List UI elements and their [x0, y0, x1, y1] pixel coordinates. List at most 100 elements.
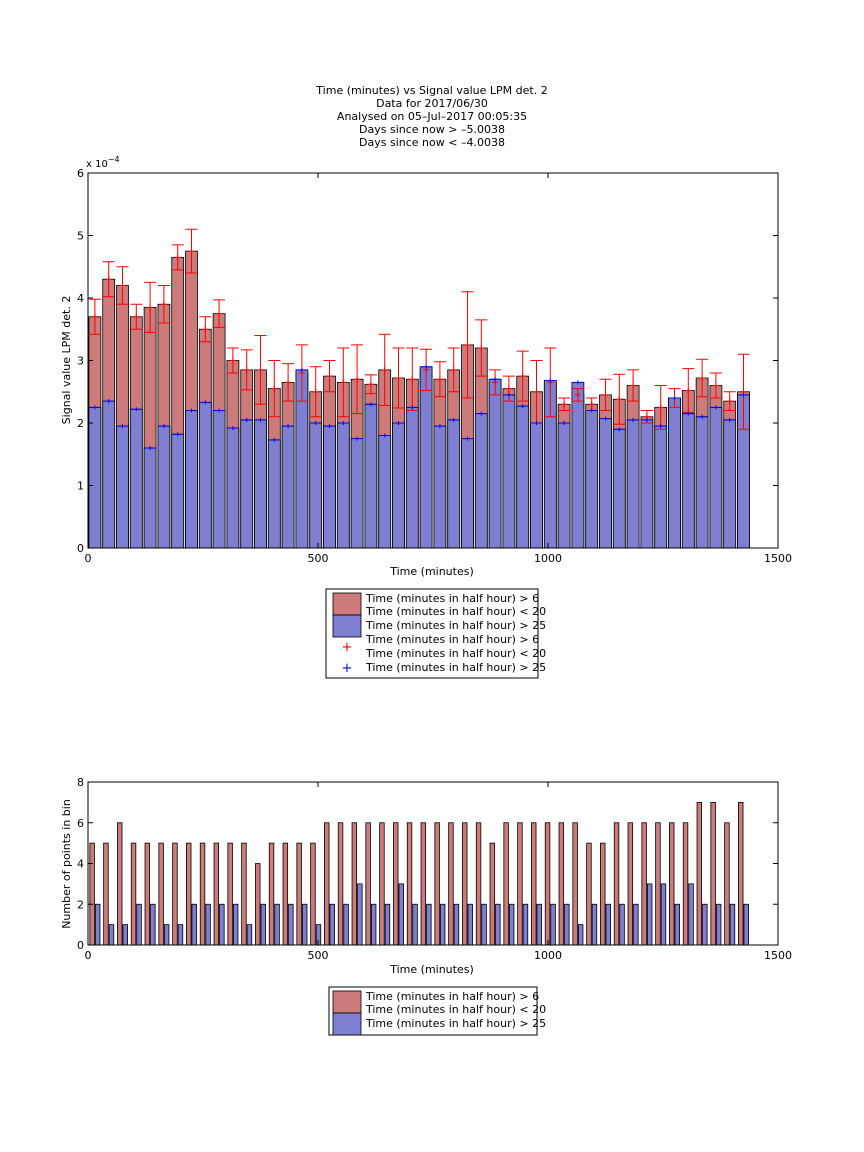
legend-swatch-blue-bar — [332, 614, 362, 638]
signal-bar-blue — [571, 381, 585, 549]
signal-bar-blue — [668, 397, 681, 549]
count-bar-red — [310, 842, 316, 946]
signal-bar-blue — [116, 425, 129, 549]
signal-bar-blue — [709, 406, 723, 549]
signal-bar-blue — [323, 425, 336, 549]
count-bar-blue — [232, 903, 239, 946]
signal-bar-blue — [585, 410, 599, 549]
legend1-entry-1: Time (minutes in half hour) > 6 — [365, 592, 539, 605]
signal-chart-ticks: 0 500 1000 1500 0 1 2 3 4 5 6 — [77, 167, 792, 565]
count-bar-red — [172, 842, 178, 946]
count-bar-red — [489, 842, 496, 946]
count-bar-blue — [536, 903, 542, 946]
signal-bar-blue — [723, 419, 737, 549]
count-bar-red — [434, 822, 440, 946]
count-bar-blue — [274, 903, 280, 946]
count-bar-blue — [94, 903, 101, 946]
count-bar-red — [544, 822, 551, 946]
legend1-entry-2: Time (minutes in half hour) < 20 — [365, 605, 546, 618]
count-bar-blue — [177, 924, 184, 946]
signal-y-axis-label: Signal value LPM det. 2 — [60, 296, 73, 425]
count-bar-red — [351, 822, 358, 946]
count-bar-blue — [329, 903, 335, 946]
count-x-tick-label: 1000 — [534, 949, 562, 962]
count-bar-blue — [191, 903, 197, 946]
legend1-entry-3: Time (minutes in half hour) > 25 — [365, 619, 546, 632]
count-bar-red — [144, 842, 151, 946]
signal-bar-blue — [171, 433, 185, 549]
signal-bar-blue — [530, 422, 543, 549]
signal-x-tick-label: 1000 — [534, 552, 562, 565]
count-bar-blue — [743, 903, 749, 946]
count-bar-blue — [122, 924, 128, 946]
count-bar-red — [255, 863, 261, 946]
count-bar-blue — [357, 883, 363, 946]
signal-bar-blue — [640, 419, 654, 549]
count-bar-red — [379, 822, 385, 946]
count-bar-red — [365, 822, 371, 946]
signal-y-tick-label: 2 — [77, 417, 84, 430]
title-line-4: Days since now > –5.0038 — [359, 123, 505, 136]
signal-legend: + + Time (minutes in half hour) > 6 Time… — [325, 588, 546, 679]
signal-bar-blue — [612, 428, 626, 549]
signal-exponent-label: x 10−4 — [86, 155, 120, 170]
count-bar-red — [600, 842, 606, 946]
signal-x-axis-label: Time (minutes) — [389, 565, 474, 578]
signal-x-tick-label: 500 — [308, 552, 329, 565]
count-bar-red — [641, 822, 647, 946]
count-bar-blue — [426, 903, 432, 946]
count-y-tick-label: 0 — [77, 939, 84, 952]
count-bar-blue — [715, 903, 722, 946]
count-bar-red — [613, 822, 620, 946]
signal-bar-blue — [88, 406, 102, 549]
signal-bar-blue — [599, 418, 612, 549]
legend1-entry-6: Time (minutes in half hour) > 25 — [365, 661, 546, 674]
count-y-axis-label: Number of points in bin — [60, 799, 73, 929]
legend2-swatch-red-bar — [332, 990, 362, 1014]
signal-bar-blue — [502, 394, 516, 549]
title-line-2: Data for 2017/06/30 — [376, 97, 488, 110]
title-line-1: Time (minutes) vs Signal value LPM det. … — [315, 84, 547, 97]
legend-marker-blue-plus: + — [342, 661, 353, 676]
signal-bar-blue — [129, 408, 143, 549]
count-x-tick-label: 500 — [308, 949, 329, 962]
signal-bar-blue — [392, 422, 405, 549]
legend2-entry-1: Time (minutes in half hour) > 6 — [365, 990, 539, 1003]
count-bar-red — [655, 822, 661, 946]
signal-bar-blue — [143, 447, 157, 549]
count-bar-red — [199, 842, 206, 946]
count-bar-blue — [495, 903, 501, 946]
signal-chart-marks — [88, 228, 750, 549]
count-x-tick-label: 1500 — [764, 949, 792, 962]
count-bar-red — [572, 822, 578, 946]
signal-bar-blue — [350, 438, 364, 549]
count-bar-red — [103, 842, 109, 946]
signal-bar-blue — [102, 400, 116, 549]
count-bar-blue — [163, 924, 170, 946]
count-bar-red — [296, 842, 302, 946]
count-bar-red — [406, 822, 413, 946]
count-bar-blue — [646, 883, 653, 946]
signal-bar-blue — [254, 419, 267, 549]
signal-bar-blue — [516, 405, 530, 549]
count-bar-red — [213, 842, 220, 946]
count-bar-red — [462, 822, 468, 946]
count-bar-red — [669, 822, 675, 946]
count-bar-red — [268, 842, 275, 946]
count-bar-blue — [674, 903, 680, 946]
count-bar-blue — [508, 903, 515, 946]
count-bar-blue — [550, 903, 556, 946]
count-bar-blue — [660, 883, 667, 946]
count-bar-red — [89, 842, 95, 946]
count-bar-red — [337, 822, 344, 946]
signal-y-tick-label: 5 — [77, 230, 84, 243]
signal-x-tick-label: 1500 — [764, 552, 792, 565]
signal-bar-blue — [419, 366, 433, 549]
count-bar-red — [186, 842, 192, 946]
signal-bar-blue — [461, 438, 474, 549]
count-bar-blue — [412, 903, 418, 946]
count-bar-red — [531, 822, 537, 946]
signal-bar-blue — [336, 422, 350, 549]
count-bar-blue — [633, 903, 639, 946]
